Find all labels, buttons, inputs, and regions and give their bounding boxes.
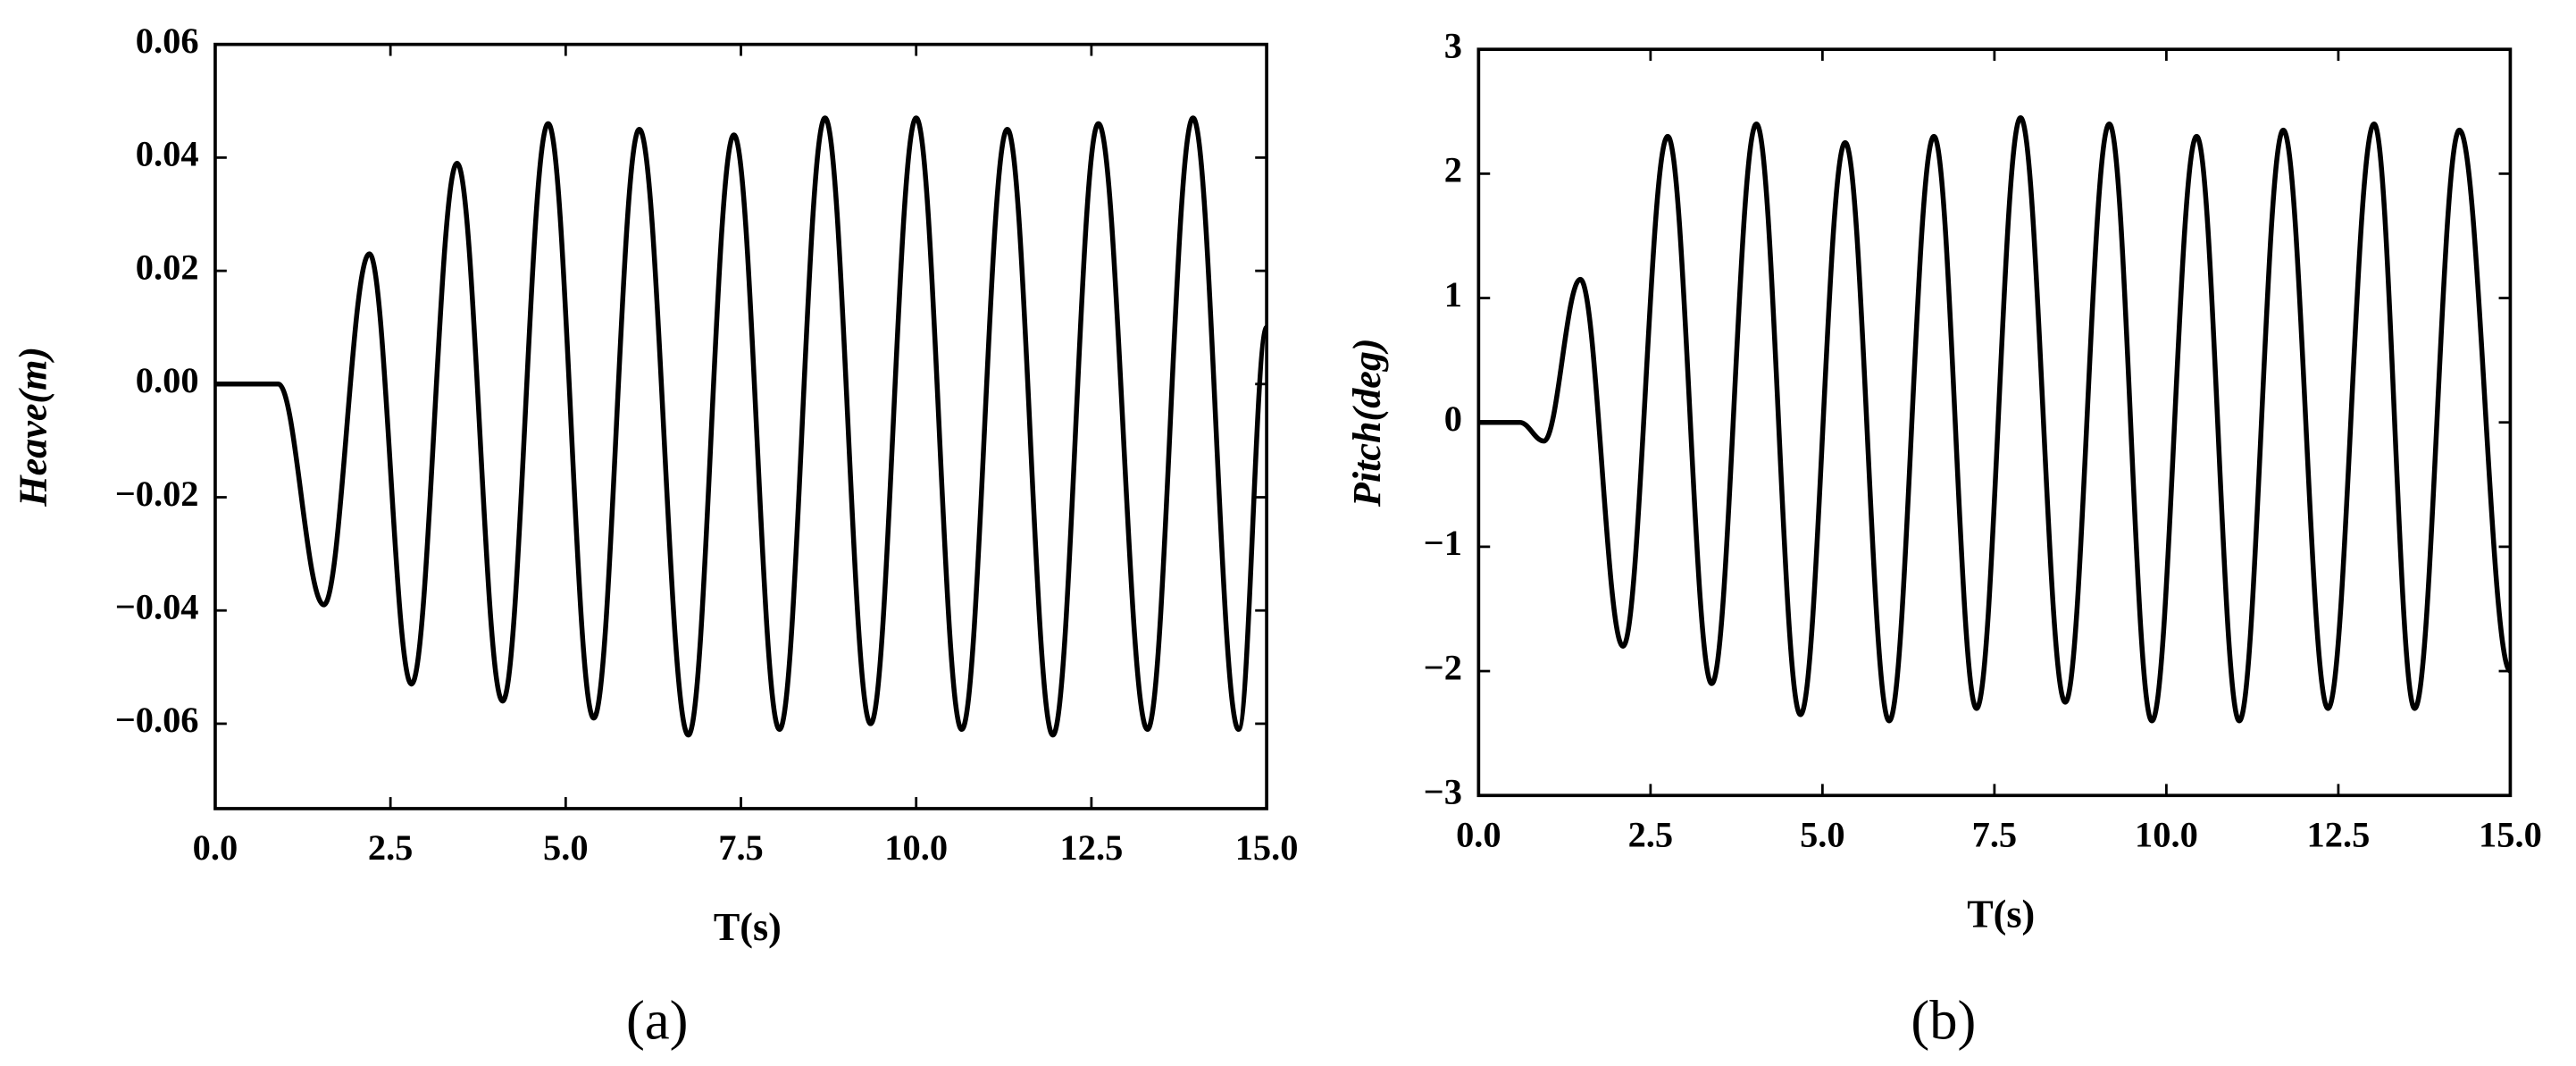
y-tick-label: −1 <box>1424 523 1462 563</box>
y-tick-label: −3 <box>1424 772 1462 812</box>
data-line <box>1478 114 2513 724</box>
plot-frame <box>1476 47 2513 798</box>
y-tick-label: 0 <box>1444 399 1462 439</box>
x-tick-label: 7.5 <box>718 827 764 868</box>
x-tick-label: 5.0 <box>1800 814 1845 854</box>
x-tick-label: 12.5 <box>2307 814 2371 854</box>
y-tick-label: −0.06 <box>115 700 199 740</box>
y-tick-label: −0.02 <box>115 474 199 514</box>
panel-caption: (a) <box>626 988 688 1051</box>
y-tick-label: 0.04 <box>136 134 199 174</box>
x-tick-label: 2.5 <box>1628 814 1674 854</box>
x-tick-label: 12.5 <box>1060 827 1124 868</box>
x-tick-label: 10.0 <box>2135 814 2198 854</box>
y-tick-label: 1 <box>1444 274 1462 315</box>
y-tick-label: 0.06 <box>136 21 199 61</box>
x-tick-label: 5.0 <box>543 827 589 868</box>
x-tick-label: 7.5 <box>1972 814 2018 854</box>
y-axis-title: Pitch(deg) <box>1345 338 1389 508</box>
x-tick-label: 0.0 <box>193 827 238 868</box>
x-axis-title: T(s) <box>1967 892 2035 936</box>
x-tick-label: 10.0 <box>884 827 948 868</box>
y-axis-title: Heave(m) <box>11 347 54 508</box>
panel-caption: (b) <box>1911 988 1976 1051</box>
y-tick-label: 3 <box>1444 25 1462 65</box>
x-tick-label: 2.5 <box>368 827 414 868</box>
y-tick-label: 0.00 <box>136 360 199 400</box>
y-tick-label: −2 <box>1424 647 1462 687</box>
x-tick-label: 15.0 <box>2479 814 2542 854</box>
x-tick-label: 0.0 <box>1456 814 1501 854</box>
y-tick-label: 2 <box>1444 150 1462 190</box>
data-line <box>214 115 1269 738</box>
x-tick-label: 15.0 <box>1235 827 1299 868</box>
x-axis-title: T(s) <box>714 905 782 949</box>
y-tick-label: −0.04 <box>115 586 199 626</box>
y-tick-label: 0.02 <box>136 247 199 287</box>
